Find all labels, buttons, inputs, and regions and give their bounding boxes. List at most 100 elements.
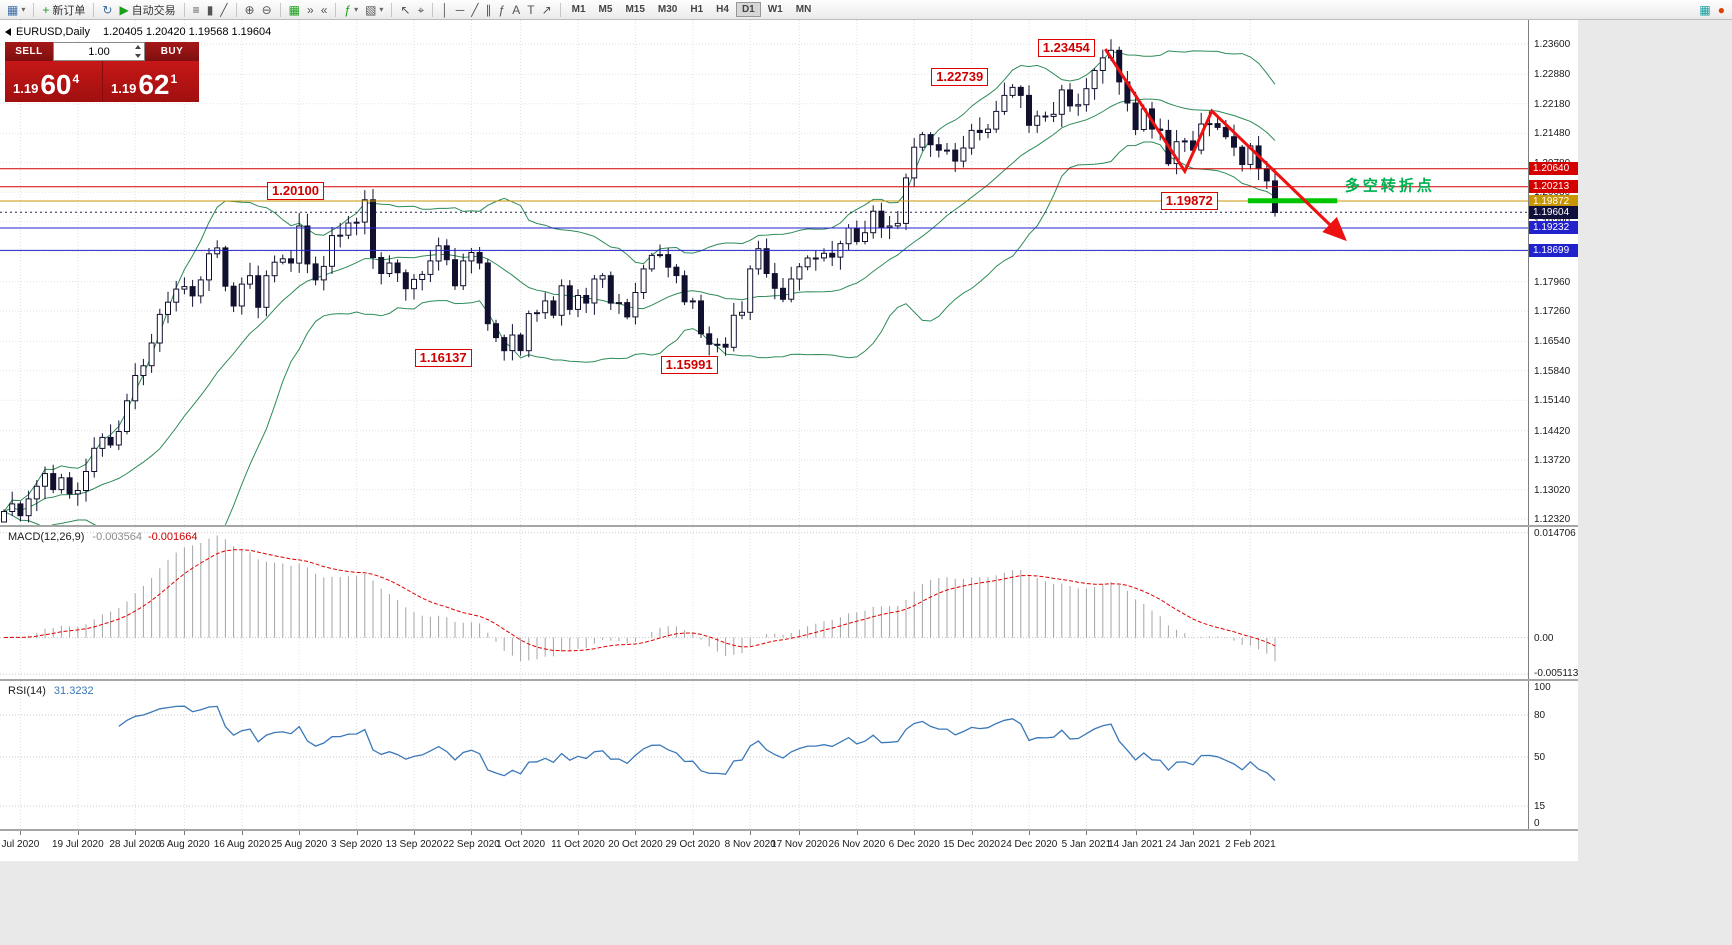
one-click-collapse-icon[interactable] bbox=[5, 28, 11, 36]
macd-main-value: -0.003564 bbox=[92, 531, 142, 543]
price-callout-1.22739[interactable]: 1.22739 bbox=[931, 67, 989, 86]
time-axis-label: 17 Nov 2020 bbox=[771, 839, 828, 850]
auto-scroll-icon-button[interactable]: » bbox=[304, 1, 317, 18]
arrows-icon-button[interactable]: ↗ bbox=[539, 1, 555, 18]
rsi-panel[interactable]: RSI(14) 31.3232 bbox=[0, 681, 1528, 829]
price-axis-label: 1.13020 bbox=[1534, 484, 1571, 496]
buy-button[interactable]: BUY bbox=[145, 42, 199, 61]
indicators-icon-button[interactable]: ƒ ▾ bbox=[341, 1, 361, 18]
time-axis-label: 20 Oct 2020 bbox=[608, 839, 663, 850]
fibonacci-icon-button[interactable]: ƒ bbox=[496, 1, 509, 18]
chart-symbol-period: EURUSD,Daily bbox=[16, 26, 90, 38]
buy-price-big: 62 bbox=[138, 69, 170, 100]
data-window-icon-button[interactable]: ▦ bbox=[1696, 1, 1713, 18]
auto-scroll-icon: » bbox=[307, 2, 314, 17]
panel-splitter[interactable] bbox=[0, 829, 1578, 831]
text-icon-button[interactable]: A bbox=[509, 1, 523, 18]
tf-button-M5[interactable]: M5 bbox=[598, 4, 613, 15]
candlestick-chart-icon-button[interactable]: ▮ bbox=[204, 1, 217, 18]
toolbar-separator bbox=[432, 2, 434, 17]
sell-price[interactable]: 1.19 60 4 bbox=[5, 61, 102, 102]
price-callout-1.15991[interactable]: 1.15991 bbox=[660, 356, 718, 375]
autotrade-icon: ▶ bbox=[119, 2, 129, 17]
volume-up-icon[interactable] bbox=[134, 45, 141, 49]
bar-chart-icon: ≡ bbox=[192, 2, 200, 17]
time-axis-label: 16 Aug 2020 bbox=[213, 839, 270, 850]
rsi-axis[interactable]: 100 80 50 15 0 bbox=[1528, 681, 1578, 829]
panel-splitter[interactable] bbox=[0, 679, 1578, 681]
time-axis-tick bbox=[299, 831, 301, 835]
templates-icon-button[interactable]: ▧ ▾ bbox=[362, 1, 386, 18]
tf-button-H4[interactable]: H4 bbox=[716, 4, 729, 15]
toolbar-separator bbox=[183, 2, 185, 17]
toolbar-separator bbox=[279, 2, 281, 17]
price-callout-1.20100[interactable]: 1.20100 bbox=[267, 182, 324, 200]
price-callout-1.16137[interactable]: 1.16137 bbox=[414, 349, 472, 368]
cursor-icon-button[interactable]: ↖ bbox=[397, 1, 413, 18]
text-label-icon-button[interactable]: T bbox=[524, 1, 537, 18]
chart-note-text[interactable]: 多空转折点 bbox=[1344, 177, 1435, 195]
horizontal-line-icon-button[interactable]: ─ bbox=[453, 1, 468, 18]
toolbar-separator bbox=[391, 2, 393, 17]
toolbar-separator bbox=[335, 2, 337, 17]
panel-splitter[interactable] bbox=[0, 525, 1578, 527]
tf-button-M1[interactable]: M1 bbox=[571, 4, 586, 15]
time-axis-tick bbox=[914, 831, 916, 835]
toolbar-separator bbox=[33, 2, 35, 17]
time-axis-tick bbox=[77, 831, 79, 835]
time-axis-label: 3 Sep 2020 bbox=[331, 839, 383, 850]
main-chart-canvas[interactable] bbox=[0, 20, 1528, 525]
time-axis[interactable]: Jul 2020 19 Jul 2020 28 Jul 2020 6 Aug 2020… bbox=[0, 831, 1578, 861]
line-chart-icon-button[interactable]: ╱ bbox=[217, 1, 230, 18]
one-click-trading-panel: SELL 1.00 BUY 1.19 60 4 bbox=[5, 42, 199, 102]
bar-chart-icon-button[interactable]: ≡ bbox=[190, 1, 203, 18]
crosshair-icon-button[interactable]: ⌖ bbox=[415, 1, 428, 18]
buy-price[interactable]: 1.19 62 1 bbox=[102, 61, 199, 102]
price-axis[interactable]: 1.236001.228801.221801.214801.207801.200… bbox=[1528, 20, 1578, 525]
equidistant-channel-icon: ∥ bbox=[485, 2, 492, 17]
vertical-line-icon: │ bbox=[441, 2, 449, 17]
new-chart-icon-button[interactable]: ▦ ▾ bbox=[4, 1, 28, 18]
price-tag-1.19232: 1.19232 bbox=[1529, 221, 1578, 235]
refresh-icon-button[interactable]: ↻ bbox=[99, 1, 115, 18]
autotrade-button[interactable]: ▶ 自动交易 bbox=[116, 1, 178, 18]
volume-down-icon[interactable] bbox=[134, 54, 141, 58]
price-callout-1.23454[interactable]: 1.23454 bbox=[1037, 39, 1095, 58]
macd-axis-label: 0.014706 bbox=[1534, 527, 1576, 539]
price-callout-1.19872[interactable]: 1.19872 bbox=[1160, 192, 1218, 211]
zoom-in-icon: ⊕ bbox=[244, 2, 255, 17]
main-chart-panel[interactable]: EURUSD,Daily 1.20405 1.20420 1.19568 1.1… bbox=[0, 20, 1528, 525]
tf-button-M30[interactable]: M30 bbox=[657, 4, 678, 15]
zoom-in-icon-button[interactable]: ⊕ bbox=[242, 1, 258, 18]
vertical-line-icon-button[interactable]: │ bbox=[438, 1, 452, 18]
price-axis-label: 1.22180 bbox=[1534, 98, 1571, 110]
new-order-button[interactable]: + 新订单 bbox=[39, 1, 88, 18]
equidistant-channel-icon-button[interactable]: ∥ bbox=[483, 1, 495, 18]
sell-button[interactable]: SELL bbox=[5, 42, 53, 61]
rsi-label: RSI(14) 31.3232 bbox=[8, 685, 94, 697]
tf-button-H1[interactable]: H1 bbox=[690, 4, 704, 15]
tf-button-D1[interactable]: D1 bbox=[735, 2, 761, 17]
trend-arrow[interactable] bbox=[1104, 48, 1347, 242]
price-axis-label: 1.17960 bbox=[1534, 276, 1571, 288]
time-axis-label: 1 Oct 2020 bbox=[496, 839, 546, 850]
tf-button-W1[interactable]: W1 bbox=[767, 4, 783, 15]
rsi-axis-label: 80 bbox=[1534, 710, 1546, 721]
chart-shift-icon-button[interactable]: « bbox=[318, 1, 331, 18]
rsi-value: 31.3232 bbox=[53, 685, 94, 697]
tf-button-MN[interactable]: MN bbox=[795, 4, 812, 15]
time-axis-tick bbox=[1135, 831, 1137, 835]
macd-panel[interactable]: MACD(12,26,9) -0.003564 -0.001664 bbox=[0, 527, 1528, 679]
volume-stepper[interactable] bbox=[133, 45, 142, 58]
trendline-icon-button[interactable]: ╱ bbox=[468, 1, 481, 18]
macd-axis[interactable]: 0.014706 0.00 -0.005113 bbox=[1528, 527, 1578, 679]
bollinger-bands bbox=[3, 50, 1276, 525]
alert-status-icon-button[interactable]: ● bbox=[1715, 1, 1728, 18]
time-axis-tick bbox=[1250, 831, 1252, 835]
volume-input[interactable]: 1.00 bbox=[53, 42, 145, 61]
zoom-out-icon-button[interactable]: ⊖ bbox=[259, 1, 275, 18]
macd-axis-label: -0.005113 bbox=[1534, 668, 1578, 679]
macd-name: MACD(12,26,9) bbox=[8, 531, 85, 543]
tile-windows-icon-button[interactable]: ▦ bbox=[286, 1, 303, 18]
tf-button-M15[interactable]: M15 bbox=[625, 4, 645, 15]
